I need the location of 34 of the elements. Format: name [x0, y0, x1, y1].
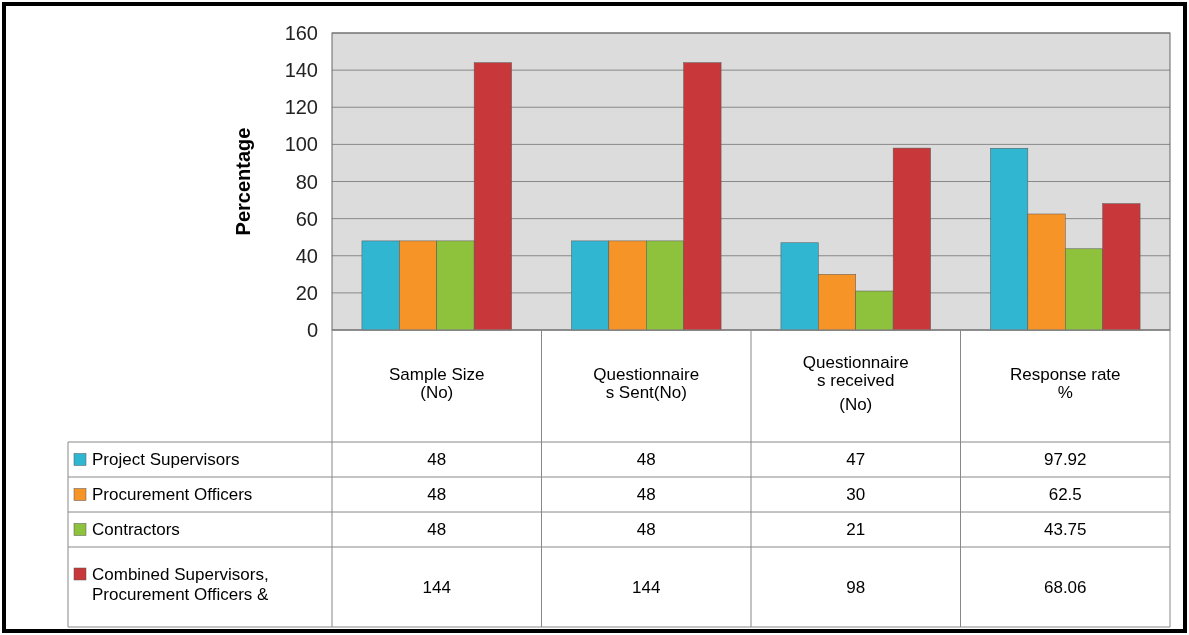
y-axis-title: Percentage: [232, 127, 254, 236]
data-label: 43.75: [1043, 520, 1087, 540]
data-label: 48: [636, 520, 656, 540]
x-tick-label: Questionnaire s Sent(No): [593, 364, 700, 402]
y-tick-label: 140: [284, 59, 318, 82]
data-label: 48: [636, 450, 656, 470]
data-label: 144: [632, 577, 661, 597]
data-label: 48: [427, 450, 447, 470]
x-tick-label: Response rate %: [1009, 364, 1121, 402]
data-label: 21: [846, 520, 866, 540]
legend-label: Combined Supervisors, Procurement Officers &: [92, 564, 270, 604]
y-tick-label: 20: [295, 281, 318, 304]
data-label: 97.92: [1043, 450, 1087, 470]
data-label: 48: [427, 485, 447, 505]
legend-label: Procurement Officers: [92, 485, 253, 505]
data-label: 98: [846, 577, 866, 597]
y-tick-label: 120: [284, 96, 318, 119]
y-tick-label: 60: [295, 207, 318, 230]
legend-label: Project Supervisors: [92, 450, 240, 470]
data-label: 144: [422, 577, 451, 597]
data-label: 30: [846, 485, 866, 505]
x-tick-label: Sample Size (No): [389, 364, 485, 402]
y-tick-label: 160: [284, 22, 318, 44]
data-label: 48: [636, 485, 656, 505]
y-tick-label: 80: [295, 170, 318, 193]
legend-label: Contractors: [92, 520, 180, 540]
x-tick-label: Questionnaire s received (No): [802, 352, 909, 414]
y-tick-label: 40: [295, 244, 318, 267]
data-label: 68.06: [1043, 577, 1087, 597]
data-label: 62.5: [1048, 485, 1082, 505]
y-tick-label: 100: [284, 133, 318, 156]
data-label: 48: [427, 520, 447, 540]
y-tick-label: 0: [306, 319, 318, 341]
data-label: 47: [846, 450, 866, 470]
